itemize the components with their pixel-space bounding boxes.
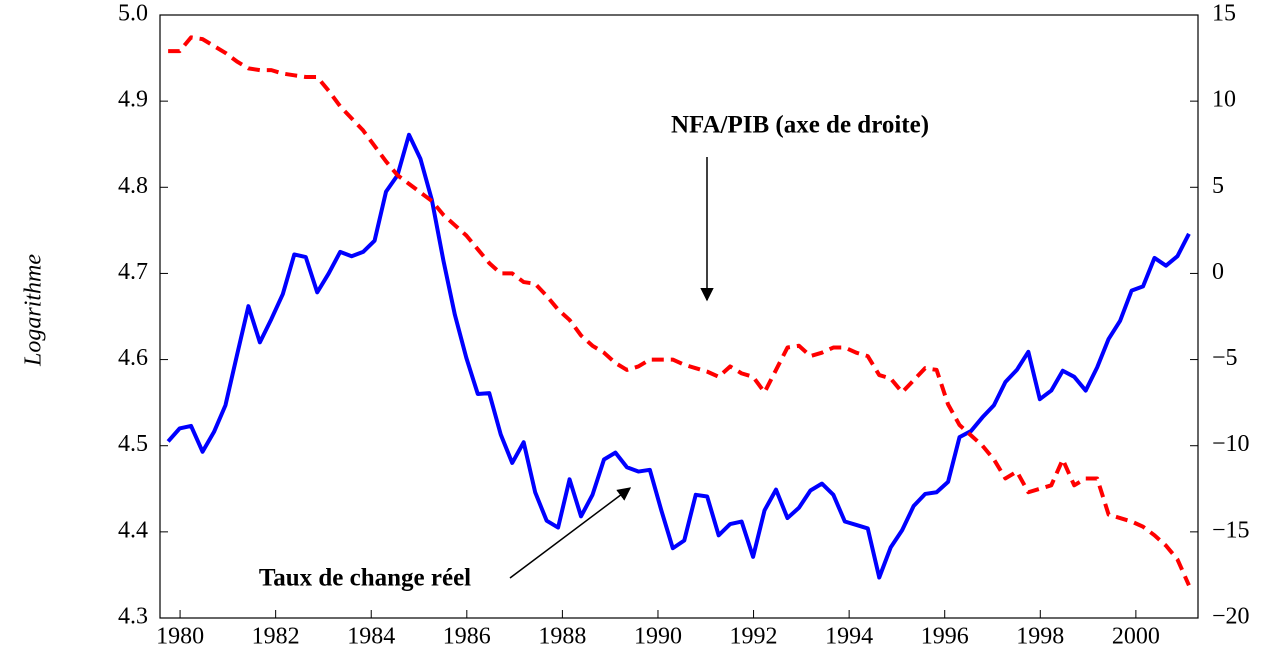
- y-tick-label: 4.5: [118, 431, 148, 457]
- x-tick-label: 1984: [347, 624, 395, 650]
- y-tick-label: 4.6: [118, 345, 148, 371]
- x-tick-label: 1990: [634, 624, 682, 650]
- annotation-arrow: [509, 487, 632, 579]
- plot-frame: [159, 14, 1199, 619]
- y2-tick-label: 10: [1212, 87, 1236, 113]
- x-tick-label: 2000: [1112, 624, 1160, 650]
- x-tick-label: 1980: [156, 624, 204, 650]
- y-tick-label: 4.3: [118, 604, 148, 630]
- y2-tick-label: −15: [1212, 517, 1250, 543]
- y-tick-label: 4.4: [118, 517, 148, 543]
- series-line: [166, 132, 1191, 580]
- x-tick-label: 1994: [825, 624, 873, 650]
- y-axis-label: Logarithme: [21, 254, 47, 367]
- y2-tick-label: −20: [1212, 604, 1250, 630]
- x-tick-label: 1988: [538, 624, 586, 650]
- series-line: [168, 35, 1191, 587]
- y-tick-label: 4.9: [118, 87, 148, 113]
- annotation: NFA/PIB (axe de droite): [671, 112, 929, 139]
- y2-tick-label: 5: [1212, 173, 1224, 199]
- y2-tick-label: −10: [1212, 431, 1250, 457]
- x-tick-label: 1992: [730, 624, 778, 650]
- y-tick-label: 4.8: [118, 173, 148, 199]
- y2-tick-label: −5: [1212, 345, 1238, 371]
- x-tick-label: 1998: [1016, 624, 1064, 650]
- annotation: Taux de change réel: [259, 565, 471, 592]
- y2-tick-label: 0: [1212, 259, 1224, 285]
- x-tick-label: 1982: [252, 624, 300, 650]
- x-tick-label: 1996: [921, 624, 969, 650]
- y-tick-label: 4.7: [118, 259, 148, 285]
- y2-tick-label: 15: [1212, 1, 1236, 27]
- y-tick-label: 5.0: [118, 1, 148, 27]
- x-tick-label: 1986: [443, 624, 491, 650]
